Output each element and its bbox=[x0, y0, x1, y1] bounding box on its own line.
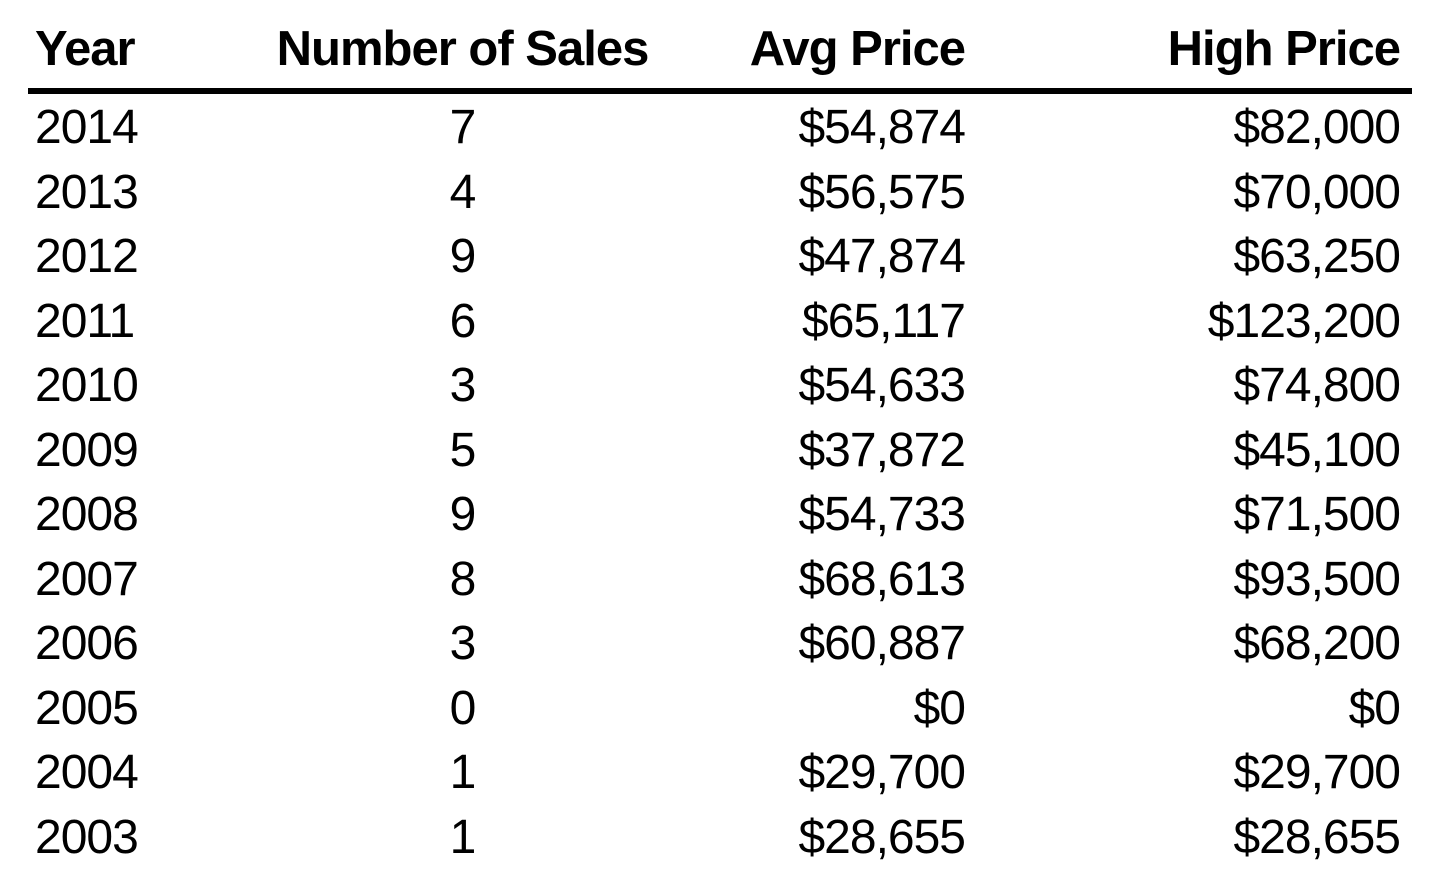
high-price-cell: $28,655 bbox=[1233, 810, 1401, 864]
table-row: 2004 1 $29,700 $29,700 bbox=[35, 741, 1401, 806]
high-price-cell: $123,200 bbox=[1207, 294, 1401, 348]
year-cell: 2007 bbox=[35, 552, 139, 606]
year-cell: 2006 bbox=[35, 617, 139, 671]
table-header-row: Year Number of Sales Avg Price High Pric… bbox=[35, 12, 1401, 86]
sales-cell: 0 bbox=[449, 681, 477, 735]
high-price-cell: $74,800 bbox=[1233, 359, 1401, 413]
sales-cell: 1 bbox=[449, 746, 477, 800]
table-row: 2014 7 $54,874 $82,000 bbox=[35, 96, 1401, 161]
column-header-year: Year bbox=[35, 21, 136, 76]
table-row: 2009 5 $37,872 $45,100 bbox=[35, 419, 1401, 484]
year-cell: 2009 bbox=[35, 423, 139, 477]
high-price-cell: $93,500 bbox=[1233, 552, 1401, 606]
avg-price-cell: $0 bbox=[913, 681, 966, 735]
avg-price-cell: $68,613 bbox=[798, 552, 966, 606]
sales-cell: 4 bbox=[449, 165, 477, 219]
high-price-cell: $71,500 bbox=[1233, 488, 1401, 542]
high-price-cell: $82,000 bbox=[1233, 101, 1401, 155]
high-price-cell: $68,200 bbox=[1233, 617, 1401, 671]
table-row: 2008 9 $54,733 $71,500 bbox=[35, 483, 1401, 548]
table-row: 2013 4 $56,575 $70,000 bbox=[35, 161, 1401, 226]
year-cell: 2010 bbox=[35, 359, 139, 413]
header-divider-rule bbox=[28, 88, 1412, 94]
avg-price-cell: $54,874 bbox=[798, 101, 966, 155]
avg-price-cell: $54,633 bbox=[798, 359, 966, 413]
avg-price-cell: $47,874 bbox=[798, 230, 966, 284]
year-cell: 2005 bbox=[35, 681, 139, 735]
sales-cell: 6 bbox=[449, 294, 477, 348]
year-cell: 2011 bbox=[35, 294, 135, 348]
table-row: 2003 1 $28,655 $28,655 bbox=[35, 806, 1401, 871]
sales-cell: 8 bbox=[449, 552, 477, 606]
high-price-cell: $0 bbox=[1348, 681, 1401, 735]
table-row: 2010 3 $54,633 $74,800 bbox=[35, 354, 1401, 419]
sales-cell: 7 bbox=[449, 101, 477, 155]
high-price-cell: $45,100 bbox=[1233, 423, 1401, 477]
avg-price-cell: $60,887 bbox=[798, 617, 966, 671]
year-cell: 2003 bbox=[35, 810, 139, 864]
year-cell: 2013 bbox=[35, 165, 139, 219]
column-header-number-of-sales: Number of Sales bbox=[276, 21, 650, 76]
sales-cell: 3 bbox=[449, 359, 477, 413]
column-header-high-price: High Price bbox=[1167, 21, 1401, 76]
table-body: 2014 7 $54,874 $82,000 2013 4 $56,575 $7… bbox=[35, 96, 1401, 871]
table-row: 2012 9 $47,874 $63,250 bbox=[35, 225, 1401, 290]
high-price-cell: $70,000 bbox=[1233, 165, 1401, 219]
avg-price-cell: $54,733 bbox=[798, 488, 966, 542]
avg-price-cell: $65,117 bbox=[802, 294, 966, 348]
year-cell: 2008 bbox=[35, 488, 139, 542]
table-row: 2006 3 $60,887 $68,200 bbox=[35, 612, 1401, 677]
year-cell: 2004 bbox=[35, 746, 139, 800]
sales-history-table: Year Number of Sales Avg Price High Pric… bbox=[28, 12, 1412, 871]
high-price-cell: $63,250 bbox=[1233, 230, 1401, 284]
table-row: 2005 0 $0 $0 bbox=[35, 677, 1401, 742]
avg-price-cell: $28,655 bbox=[798, 810, 966, 864]
avg-price-cell: $37,872 bbox=[798, 423, 966, 477]
sales-cell: 3 bbox=[449, 617, 477, 671]
year-cell: 2012 bbox=[35, 230, 139, 284]
sales-cell: 9 bbox=[449, 488, 477, 542]
sales-cell: 1 bbox=[449, 810, 477, 864]
high-price-cell: $29,700 bbox=[1233, 746, 1401, 800]
table-row: 2007 8 $68,613 $93,500 bbox=[35, 548, 1401, 613]
column-header-avg-price: Avg Price bbox=[749, 21, 966, 76]
avg-price-cell: $56,575 bbox=[798, 165, 966, 219]
sales-cell: 9 bbox=[449, 230, 477, 284]
table-row: 2011 6 $65,117 $123,200 bbox=[35, 290, 1401, 355]
year-cell: 2014 bbox=[35, 101, 139, 155]
avg-price-cell: $29,700 bbox=[798, 746, 966, 800]
sales-cell: 5 bbox=[449, 423, 477, 477]
